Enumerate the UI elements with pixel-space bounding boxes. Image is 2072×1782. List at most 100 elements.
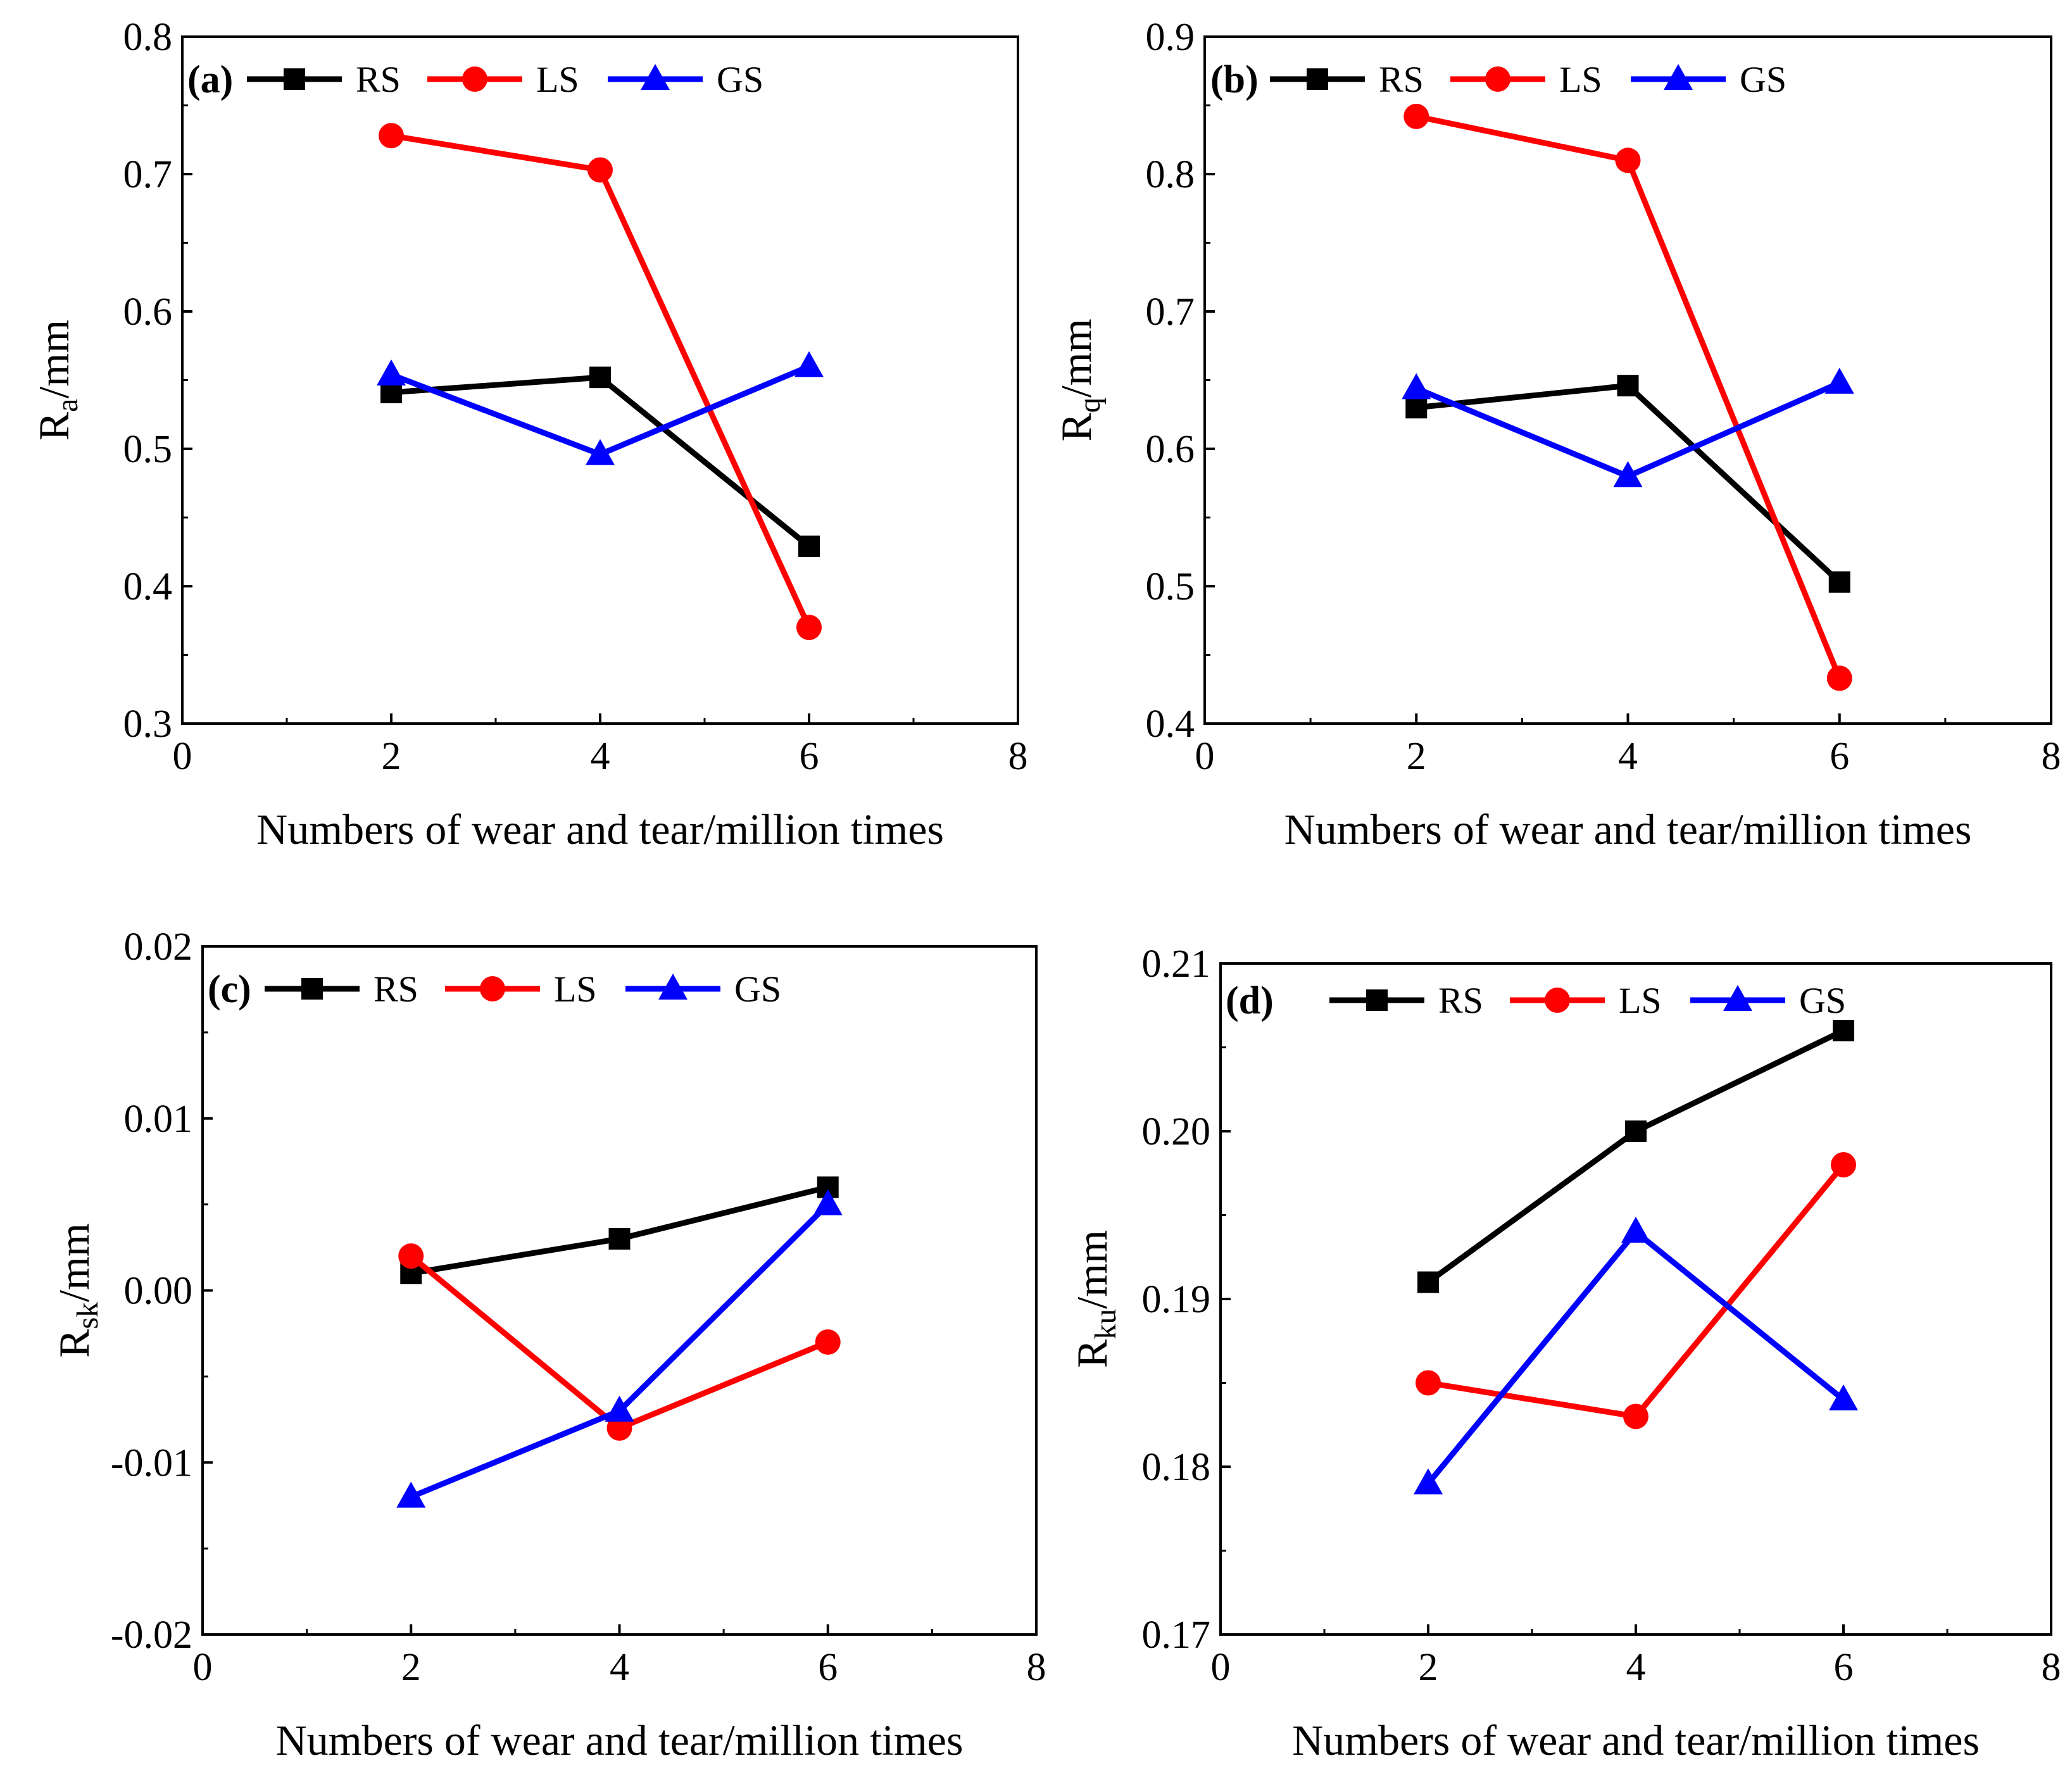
panel-label: (a)	[187, 58, 233, 101]
panel-label: (d)	[1226, 979, 1274, 1022]
legend-item-rs: RS	[265, 969, 418, 1010]
data-point-gs	[1824, 367, 1854, 394]
y-tick-label: 0.01	[124, 1098, 193, 1141]
data-point-ls	[587, 157, 613, 183]
data-point-rs	[1417, 1271, 1439, 1293]
data-point-rs	[1405, 396, 1428, 418]
data-point-ls	[1416, 1370, 1441, 1396]
data-point-ls	[815, 1329, 841, 1355]
y-tick-label: 0.7	[123, 153, 173, 196]
y-axis-title-main: R	[1052, 413, 1100, 442]
chart-panel-d: 0 2 4 6 8 0.17 0.18 0.19 0.20 0.21 Numbers of wear…	[1068, 943, 2061, 1764]
legend-label: GS	[1740, 59, 1786, 100]
legend-label: GS	[734, 969, 781, 1010]
data-point-rs	[589, 367, 611, 389]
y-axis-title-subscript: a	[51, 399, 84, 412]
legend-marker	[1545, 988, 1570, 1013]
plot-frame	[1219, 962, 2052, 1636]
y-tick-label: 0.17	[1142, 1614, 1211, 1657]
x-tick-label: 0	[1195, 735, 1215, 778]
series-rs	[400, 1176, 839, 1284]
legend-label: GS	[717, 59, 763, 100]
legend-label: GS	[1799, 980, 1846, 1021]
data-point-gs	[794, 351, 824, 377]
x-tick-label: 2	[1407, 735, 1426, 778]
x-tick-label: 4	[610, 1646, 629, 1689]
data-point-gs	[1414, 1468, 1443, 1495]
data-point-rs	[1617, 375, 1639, 397]
panel-label: (c)	[208, 968, 251, 1011]
x-tick-label: 4	[1626, 1646, 1646, 1689]
series-ls	[398, 1243, 841, 1441]
x-tick-label: 2	[1419, 1646, 1438, 1689]
data-point-ls	[606, 1415, 632, 1441]
legend-label: LS	[554, 969, 597, 1010]
y-axis-title-unit: /mm	[1068, 1230, 1116, 1309]
y-tick-label: 0.19	[1142, 1278, 1211, 1321]
data-point-ls	[1403, 103, 1429, 129]
y-tick-label: 0.9	[1146, 16, 1195, 59]
legend-item-rs: RS	[247, 59, 401, 100]
legend-label: LS	[1559, 59, 1602, 100]
x-axis-title: Numbers of wear and tear/million times	[276, 1716, 964, 1764]
data-point-gs	[1402, 373, 1431, 399]
series-rs	[1417, 1020, 1854, 1293]
legend-item-gs: GS	[1690, 980, 1846, 1021]
data-point-gs	[605, 1395, 634, 1422]
data-point-rs	[1828, 571, 1850, 593]
legend-marker	[462, 66, 487, 92]
legend-marker	[301, 978, 323, 1000]
x-tick-label: 8	[2042, 735, 2061, 778]
y-tick-label: 0.00	[124, 1270, 193, 1313]
legend-marker	[1664, 64, 1693, 90]
legend-item-gs: GS	[625, 969, 781, 1010]
y-axis-title-subscript: sk	[71, 1302, 104, 1329]
y-tick-label: 0.02	[124, 926, 193, 969]
x-tick-label: 6	[1834, 1646, 1854, 1689]
x-tick-label: 2	[401, 1646, 421, 1689]
chart-panel-a: 0 2 4 6 8 0.3 0.4 0.5 0.6 0.7 0.8 Numbers of wear a…	[30, 16, 1028, 853]
data-point-gs	[813, 1189, 843, 1215]
data-point-rs	[798, 536, 820, 558]
data-point-ls	[398, 1243, 424, 1269]
data-point-gs	[1621, 1217, 1650, 1243]
data-point-rs	[1625, 1120, 1647, 1142]
x-tick-label: 2	[382, 735, 401, 778]
x-tick-label: 4	[591, 735, 610, 778]
x-tick-label: 6	[800, 735, 819, 778]
plot-frame	[201, 945, 1038, 1636]
legend-label: LS	[1619, 980, 1662, 1021]
data-point-ls	[1623, 1403, 1648, 1429]
series-ls	[1403, 103, 1852, 691]
data-point-gs	[396, 1481, 426, 1508]
chart-panel-b: 0 2 4 6 8 0.4 0.5 0.6 0.7 0.8 0.9 Numbers of wear a…	[1052, 16, 2061, 853]
y-axis-title-subscript: ku	[1089, 1309, 1122, 1340]
legend-label: RS	[356, 59, 401, 100]
legend: RS LS GS	[1329, 980, 1846, 1021]
legend-item-ls: LS	[427, 59, 579, 100]
x-tick-label: 8	[2042, 1646, 2061, 1689]
legend-item-ls: LS	[1450, 59, 1602, 100]
y-tick-label: 0.18	[1142, 1446, 1211, 1489]
series-gs	[1402, 367, 1854, 487]
data-point-ls	[1615, 147, 1641, 173]
y-tick-label: 0.5	[123, 428, 173, 471]
legend-item-rs: RS	[1270, 59, 1424, 100]
x-tick-label: 0	[1211, 1646, 1231, 1689]
y-axis-title: Rq/mm	[1052, 318, 1107, 441]
data-point-gs	[1829, 1384, 1858, 1410]
data-point-gs	[377, 359, 406, 386]
y-tick-label: 0.7	[1146, 291, 1195, 334]
legend-marker	[1485, 66, 1510, 92]
legend: RS LS GS	[1270, 59, 1786, 100]
y-tick-label: -0.01	[111, 1441, 192, 1484]
data-point-ls	[1831, 1152, 1856, 1177]
series-line-ls	[1416, 113, 1842, 680]
x-tick-label: 4	[1618, 735, 1638, 778]
data-point-gs	[1613, 461, 1643, 487]
x-axis-title: Numbers of wear and tear/million times	[256, 805, 944, 853]
legend-marker	[1723, 985, 1752, 1011]
y-tick-label: 0.21	[1142, 943, 1211, 986]
series-line-gs	[1426, 1229, 1845, 1486]
